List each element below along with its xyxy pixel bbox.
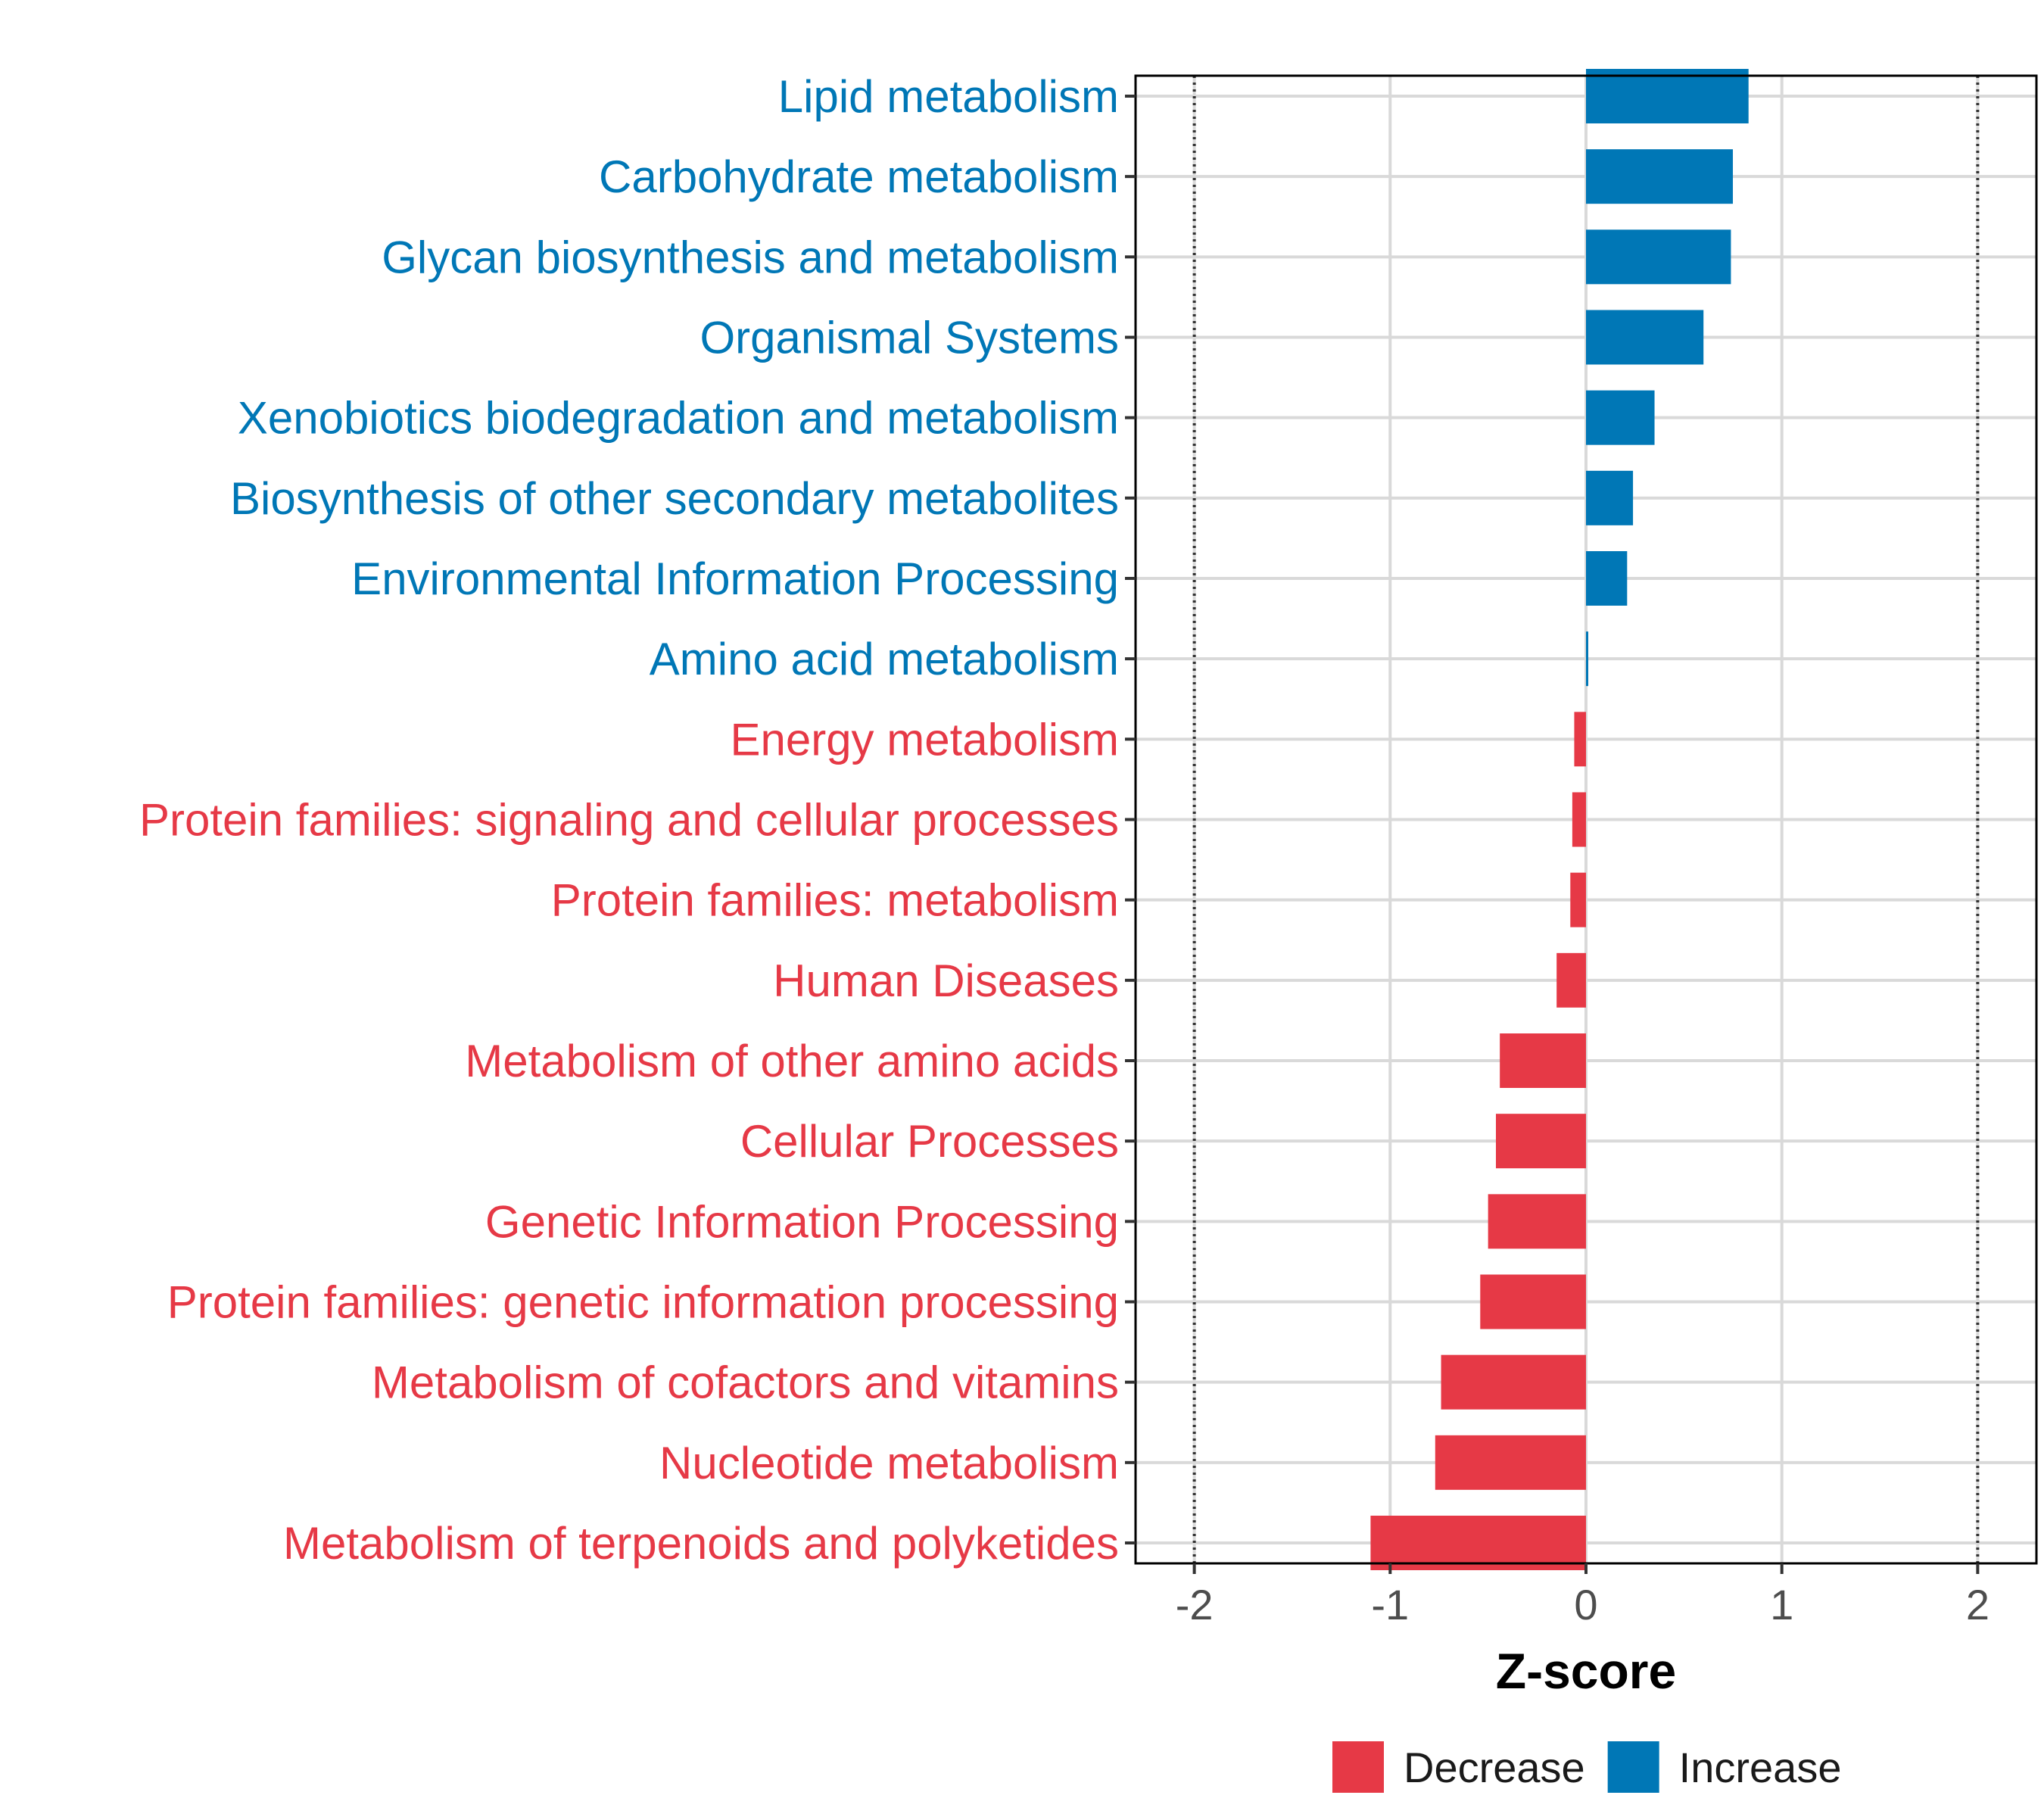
bar [1488, 1194, 1586, 1249]
x-tick-label: 0 [1574, 1581, 1597, 1628]
category-label: Genetic Information Processing [485, 1196, 1119, 1247]
legend-label: Decrease [1404, 1744, 1585, 1791]
x-tick-label: 2 [1966, 1581, 1989, 1628]
category-labels: Lipid metabolism Carbohydrate metabolism G… [139, 71, 1136, 1569]
category-label: Biosynthesis of other secondary metaboli… [230, 473, 1119, 524]
category-label: Metabolism of other amino acids [465, 1036, 1119, 1086]
category-label: Environmental Information Processing [351, 553, 1119, 604]
reference-lines [1192, 76, 1980, 1563]
x-axis-ticks: -2 -1 0 1 2 [1176, 1563, 1989, 1628]
category-label: Metabolism of cofactors and vitamins [372, 1357, 1119, 1408]
bar [1570, 872, 1586, 927]
category-label: Lipid metabolism [778, 71, 1119, 122]
category-label: Protein families: genetic information pr… [167, 1277, 1119, 1328]
legend-label: Increase [1679, 1744, 1842, 1791]
x-axis-title: Z-score [1496, 1643, 1676, 1699]
bar [1586, 390, 1655, 445]
category-label: Protein families: signaling and cellular… [139, 795, 1119, 846]
bar [1586, 631, 1588, 687]
category-label: Glycan biosynthesis and metabolism [382, 232, 1119, 282]
category-label: Organismal Systems [700, 313, 1119, 363]
category-label: Metabolism of terpenoids and polyketides [283, 1518, 1119, 1569]
bar [1586, 149, 1734, 204]
bar [1586, 470, 1634, 525]
legend-key [1607, 1741, 1659, 1793]
legend: Decrease Increase [1332, 1741, 1841, 1793]
bar [1586, 229, 1731, 285]
bar [1572, 792, 1586, 847]
bar [1586, 310, 1704, 365]
category-label: Amino acid metabolism [650, 634, 1119, 684]
category-label: Carbohydrate metabolism [599, 151, 1119, 202]
category-label: Protein families: metabolism [551, 875, 1119, 926]
bar [1480, 1274, 1586, 1329]
bar [1556, 952, 1586, 1008]
bars-layer [1370, 69, 1749, 1570]
bar [1574, 712, 1586, 767]
bar [1441, 1354, 1586, 1410]
x-tick-label: -2 [1176, 1581, 1214, 1628]
bar [1586, 551, 1628, 606]
bar [1496, 1114, 1586, 1169]
bar [1500, 1033, 1586, 1088]
x-tick-label: 1 [1770, 1581, 1793, 1628]
bar [1435, 1435, 1586, 1490]
legend-key [1332, 1741, 1384, 1793]
category-label: Cellular Processes [740, 1116, 1119, 1167]
bar [1586, 69, 1749, 123]
category-label: Nucleotide metabolism [659, 1438, 1119, 1488]
bar [1370, 1516, 1586, 1570]
category-label: Energy metabolism [730, 714, 1119, 765]
category-label: Xenobiotics biodegradation and metabolis… [238, 393, 1119, 444]
category-label: Human Diseases [773, 955, 1119, 1006]
x-tick-label: -1 [1371, 1581, 1409, 1628]
